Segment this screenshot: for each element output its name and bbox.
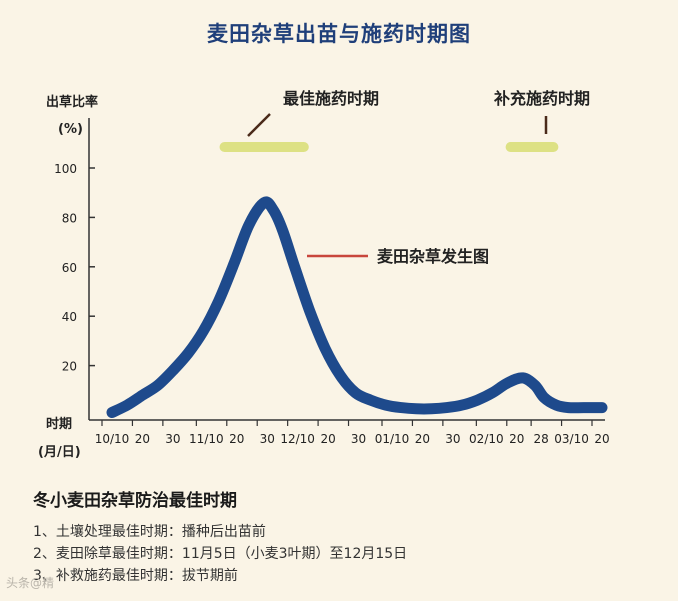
y-tick-label: 100: [54, 162, 77, 176]
y-ticks: 100 80 60 40 20: [54, 162, 95, 374]
x-tick-label: 30: [351, 432, 366, 446]
chart-title: 麦田杂草出苗与施药时期图: [207, 22, 471, 46]
y-axis-unit: (%): [58, 122, 83, 137]
best-period-label: 最佳施药时期: [283, 89, 379, 108]
series-label: 麦田杂草发生图: [377, 247, 489, 266]
x-tick-label: 01/10: [375, 432, 410, 446]
x-tick-label: 30: [165, 432, 180, 446]
x-tick-label: 20: [594, 432, 609, 446]
x-tick-label: 30: [445, 432, 460, 446]
series-layer: [106, 196, 608, 418]
y-tick-label: 40: [62, 310, 77, 324]
x-tick-label: 20: [320, 432, 335, 446]
note-item-2: 2、麦田除草最佳时期：11月5日（小麦3叶期）至12月15日: [33, 546, 408, 562]
x-tick-label: 28: [533, 432, 548, 446]
y-tick-label: 20: [62, 360, 77, 374]
y-tick-label: 80: [62, 211, 77, 225]
series-label-group: 麦田杂草发生图: [307, 247, 489, 266]
x-axis-unit: (月/日): [38, 445, 81, 460]
x-tick-label: 20: [415, 432, 430, 446]
x-tick-label: 20: [229, 432, 244, 446]
watermark: 头条@精: [6, 576, 55, 590]
series-line: [106, 196, 608, 418]
note-item-1: 1、土壤处理最佳时期：播种后出苗前: [33, 524, 266, 540]
x-tick-label: 12/10: [280, 432, 315, 446]
note-item-3: 3、补救施药最佳时期：拔节期前: [33, 568, 238, 584]
x-tick-label: 20: [509, 432, 524, 446]
supplementary-period-label: 补充施药时期: [493, 89, 590, 108]
period-bars: 最佳施药时期 补充施药时期: [219, 89, 590, 152]
x-tick-label: 02/10: [469, 432, 504, 446]
y-axis-label: 出草比率: [46, 94, 98, 110]
x-ticks: 10/10 20 30 11/10 20 30 12/10 20 30 01/10 20 30 02/1…: [95, 420, 610, 446]
notes-title: 冬小麦田杂草防治最佳时期: [33, 491, 237, 511]
y-tick-label: 60: [62, 261, 77, 275]
notes-section: 冬小麦田杂草防治最佳时期 1、土壤处理最佳时期：播种后出苗前 2、麦田除草最佳时…: [33, 486, 407, 587]
x-tick-label: 30: [260, 432, 275, 446]
x-tick-label: 03/10: [554, 432, 589, 446]
x-tick-label: 10/10: [95, 432, 130, 446]
best-period-pointer: [247, 113, 271, 137]
x-axis-label: 时期: [46, 416, 72, 432]
x-tick-label: 11/10: [189, 432, 224, 446]
x-tick-label: 20: [135, 432, 150, 446]
